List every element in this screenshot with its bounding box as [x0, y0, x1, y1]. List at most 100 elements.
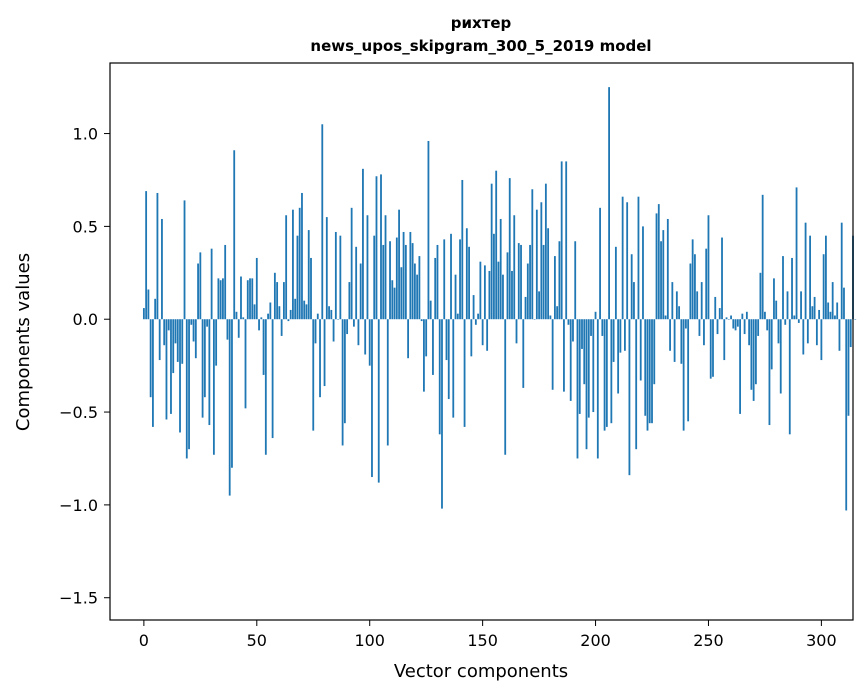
bar-139 — [456, 313, 459, 320]
bar-182 — [553, 256, 556, 320]
bar-0 — [142, 308, 145, 320]
bar-149 — [479, 261, 482, 320]
bar-51 — [258, 319, 260, 331]
bar-31 — [212, 319, 215, 455]
y-axis-ticks: 1.0 0.5 0.0 −0.5 −1.0 −1.5 — [59, 125, 110, 608]
bar-187 — [565, 161, 568, 320]
bar-156 — [495, 170, 498, 320]
bar-49 — [253, 304, 256, 320]
bar-283 — [782, 256, 784, 320]
x-tick-label: 100 — [354, 631, 385, 650]
bar-194 — [581, 319, 583, 349]
bar-91 — [348, 282, 351, 320]
bar-126 — [427, 140, 430, 320]
bar-70 — [301, 192, 303, 320]
bar-177 — [542, 244, 545, 320]
chart-title-line-2: news_upos_skipgram_300_5_2019 model — [310, 37, 651, 55]
bar-35 — [222, 278, 224, 320]
bar-289 — [795, 187, 798, 320]
bar-140 — [459, 239, 461, 320]
bar-103 — [375, 176, 378, 320]
bar-216 — [630, 254, 633, 320]
bar-159 — [502, 274, 504, 320]
bar-92 — [350, 207, 353, 320]
bar-131 — [438, 319, 441, 435]
bar-115 — [402, 231, 405, 320]
x-axis-label: Vector components — [394, 661, 568, 682]
bar-192 — [576, 319, 579, 459]
bar-62 — [282, 282, 285, 320]
bar-263 — [736, 319, 739, 327]
bar-241 — [687, 319, 690, 422]
bar-6 — [156, 192, 159, 320]
bar-78 — [319, 319, 321, 398]
bar-123 — [420, 319, 423, 322]
bar-19 — [185, 319, 188, 459]
bar-153 — [488, 270, 491, 320]
bar-28 — [206, 319, 209, 327]
bar-47 — [249, 278, 251, 320]
bar-309 — [840, 222, 843, 320]
bar-162 — [508, 178, 511, 320]
bar-44 — [242, 317, 245, 320]
bar-69 — [298, 207, 301, 320]
bar-25 — [199, 252, 202, 320]
bar-208 — [612, 319, 615, 362]
bar-244 — [694, 254, 696, 320]
bar-188 — [567, 319, 570, 325]
bar-230 — [662, 230, 665, 320]
bar-150 — [481, 319, 484, 346]
bar-128 — [432, 319, 434, 375]
bar-68 — [296, 235, 299, 320]
bar-102 — [373, 235, 376, 320]
bar-88 — [341, 319, 344, 446]
y-axis-label: Components values — [13, 253, 34, 431]
bar-111 — [393, 287, 396, 320]
bar-171 — [529, 244, 531, 320]
bar-225 — [651, 319, 653, 424]
bar-109 — [389, 241, 391, 320]
bar-54 — [264, 319, 267, 455]
bar-143 — [465, 228, 468, 320]
bar-203 — [601, 319, 604, 336]
bar-212 — [621, 196, 624, 320]
bar-232 — [666, 218, 669, 320]
bar-119 — [411, 243, 414, 320]
bar-305 — [831, 282, 834, 320]
bar-52 — [260, 317, 263, 320]
bar-75 — [312, 319, 315, 431]
bar-27 — [203, 319, 206, 398]
bar-173 — [533, 319, 536, 320]
bar-136 — [450, 233, 452, 320]
bar-168 — [522, 319, 525, 388]
bar-165 — [515, 319, 518, 344]
bar-184 — [558, 241, 561, 320]
bar-106 — [382, 244, 385, 320]
bar-224 — [648, 319, 651, 424]
bar-213 — [624, 319, 626, 351]
bar-155 — [493, 233, 495, 320]
x-tick-label: 300 — [806, 631, 837, 650]
bar-254 — [716, 319, 719, 335]
bar-127 — [429, 300, 432, 320]
bar-13 — [172, 319, 175, 374]
bar-178 — [544, 183, 547, 320]
bar-291 — [800, 291, 802, 320]
bar-104 — [377, 319, 380, 483]
bar-266 — [743, 319, 746, 335]
bar-30 — [210, 248, 213, 320]
bar-275 — [764, 311, 766, 320]
bar-265 — [741, 313, 744, 320]
bar-286 — [788, 319, 791, 435]
bar-290 — [797, 319, 800, 323]
bar-219 — [637, 196, 640, 320]
bar-89 — [343, 319, 346, 424]
bar-262 — [734, 319, 737, 331]
bar-223 — [646, 319, 649, 431]
bar-239 — [682, 319, 685, 431]
bar-179 — [547, 228, 550, 320]
x-tick-label: 50 — [247, 631, 267, 650]
bar-59 — [276, 282, 279, 320]
bar-306 — [834, 315, 836, 320]
